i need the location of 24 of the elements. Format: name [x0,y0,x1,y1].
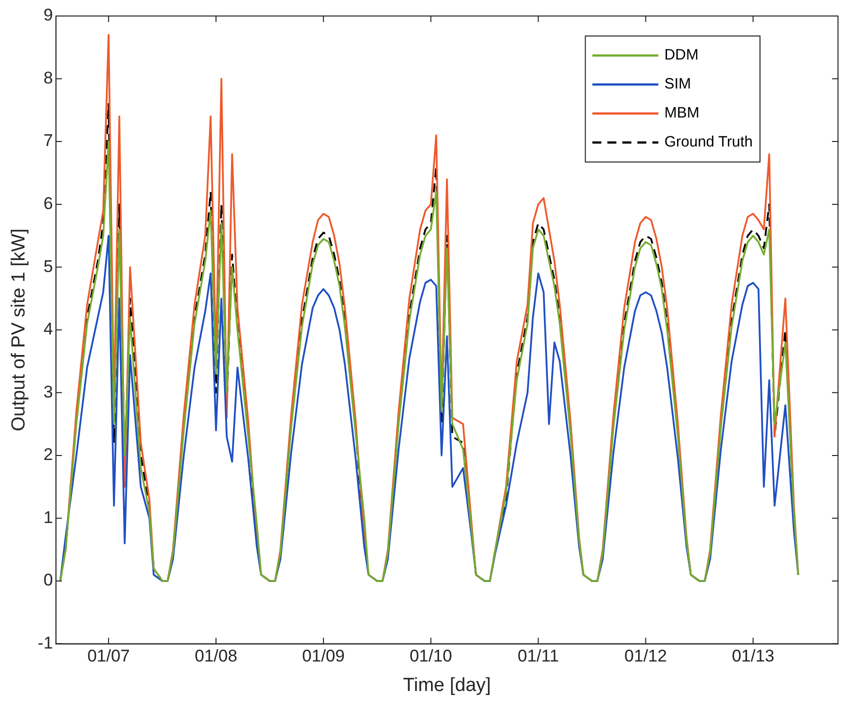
x-tick-label: 01/07 [87,646,130,666]
x-axis-title: Time [day] [402,674,491,696]
x-tick-label: 01/13 [732,646,774,666]
x-tick-label: 01/10 [410,646,452,666]
y-tick-label: 3 [43,382,53,402]
y-tick-label: 9 [43,6,53,25]
legend-label: Ground Truth [664,134,753,151]
y-tick-label: 6 [43,194,53,214]
y-tick-label: 5 [43,256,53,276]
y-tick-label: 7 [43,131,53,150]
y-tick-label: 0 [43,570,53,590]
x-tick-label: 01/08 [194,646,238,666]
y-tick-label: 2 [43,445,53,464]
y-tick-label: 8 [43,68,53,88]
legend-label: SIM [664,76,692,93]
x-tick-label: 01/12 [624,646,667,666]
y-tick-label: -1 [38,633,53,652]
legend-label: MBM [664,104,700,122]
x-tick-label: 01/11 [518,646,559,666]
y-axis-title: Output of PV site 1 [kW] [8,228,30,432]
legend-label: DDM [664,46,699,64]
y-tick-label: 4 [43,320,53,339]
x-tick-label: 01/09 [302,646,345,666]
y-tick-label: 1 [43,508,53,527]
